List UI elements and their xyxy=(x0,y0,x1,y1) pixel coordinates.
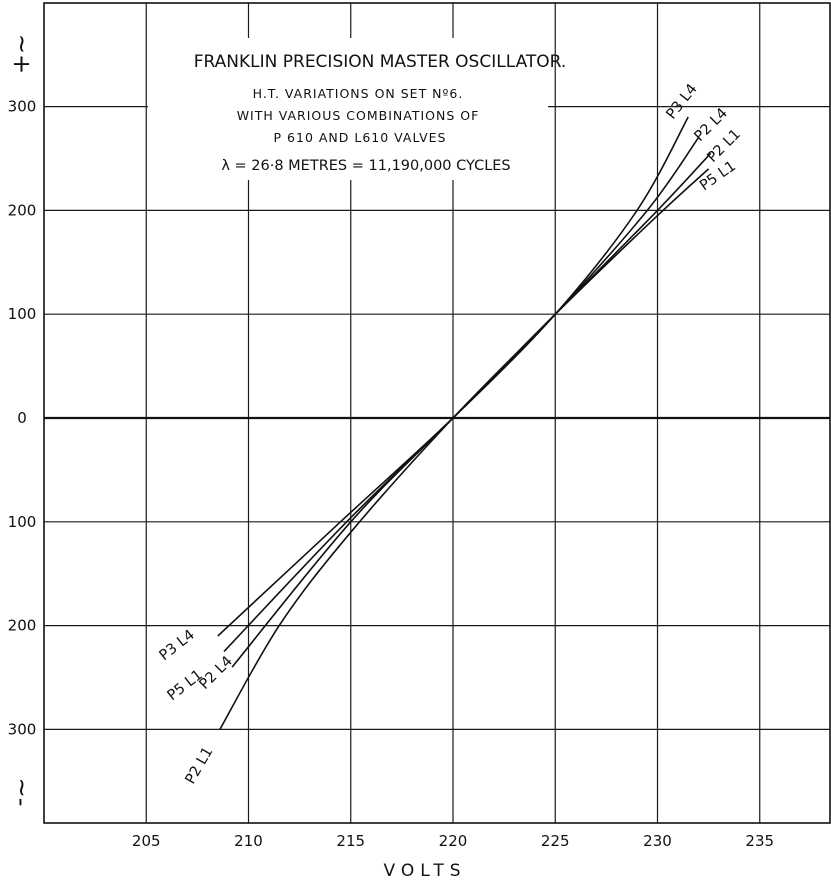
x-tick-label: 230 xyxy=(643,832,672,850)
y-sign-top: ~+ xyxy=(8,34,36,74)
title-block: FRANKLIN PRECISION MASTER OSCILLATOR. H.… xyxy=(148,38,566,180)
y-tick-label: 300 xyxy=(8,720,37,738)
x-tick-label: 220 xyxy=(439,832,468,850)
plot-frame xyxy=(43,2,831,824)
y-tick-label: 200 xyxy=(8,617,37,635)
series-label-bottom-p3-l4: P3 L4 xyxy=(157,627,198,664)
grid xyxy=(44,3,830,823)
x-tick-label: 205 xyxy=(132,832,161,850)
series-line-p5-l1 xyxy=(223,168,710,653)
x-tick-label: 225 xyxy=(541,832,570,850)
chart-subtitle-line-3: P 610 AND L610 VALVES xyxy=(274,130,447,145)
x-axis-title: VOLTS xyxy=(383,861,466,881)
series-label-top-p3-l4: P3 L4 xyxy=(664,81,701,122)
y-sign-bottom: ~- xyxy=(8,778,36,807)
y-tick-label: 0 xyxy=(17,409,27,427)
y-tick-label: 100 xyxy=(8,305,37,323)
title-background xyxy=(148,38,548,180)
series-line-p2-l1 xyxy=(219,152,712,730)
series-label-bottom-p2-l1: P2 L1 xyxy=(183,744,217,787)
y-tick-label: 100 xyxy=(8,513,37,531)
series-lines xyxy=(217,116,712,730)
x-tick-label: 235 xyxy=(745,832,774,850)
y-tick-label: 200 xyxy=(8,201,37,219)
x-tick-label: 215 xyxy=(336,832,365,850)
chart-formula: λ = 26·8 METRES = 11,190,000 CYCLES xyxy=(221,158,510,174)
series-label-bottom-p2-l4: P2 L4 xyxy=(197,653,237,693)
chart-title: FRANKLIN PRECISION MASTER OSCILLATOR. xyxy=(194,52,567,72)
tick-labels: 205 210 215 220 225 230 235 300 200 100 0 100 200 300 xyxy=(8,98,774,850)
chart-subtitle-line-2: WITH VARIOUS COMBINATIONS OF xyxy=(237,108,480,123)
x-tick-label: 210 xyxy=(234,832,263,850)
y-tick-label: 300 xyxy=(8,98,37,116)
series-label-top-p5-l1: P5 L1 xyxy=(697,158,739,194)
series-line-p2-l4 xyxy=(231,137,700,668)
series-line-p3-l4 xyxy=(217,116,689,637)
chart-subtitle-line-1: H.T. VARIATIONS ON SET Nº6. xyxy=(253,86,464,101)
